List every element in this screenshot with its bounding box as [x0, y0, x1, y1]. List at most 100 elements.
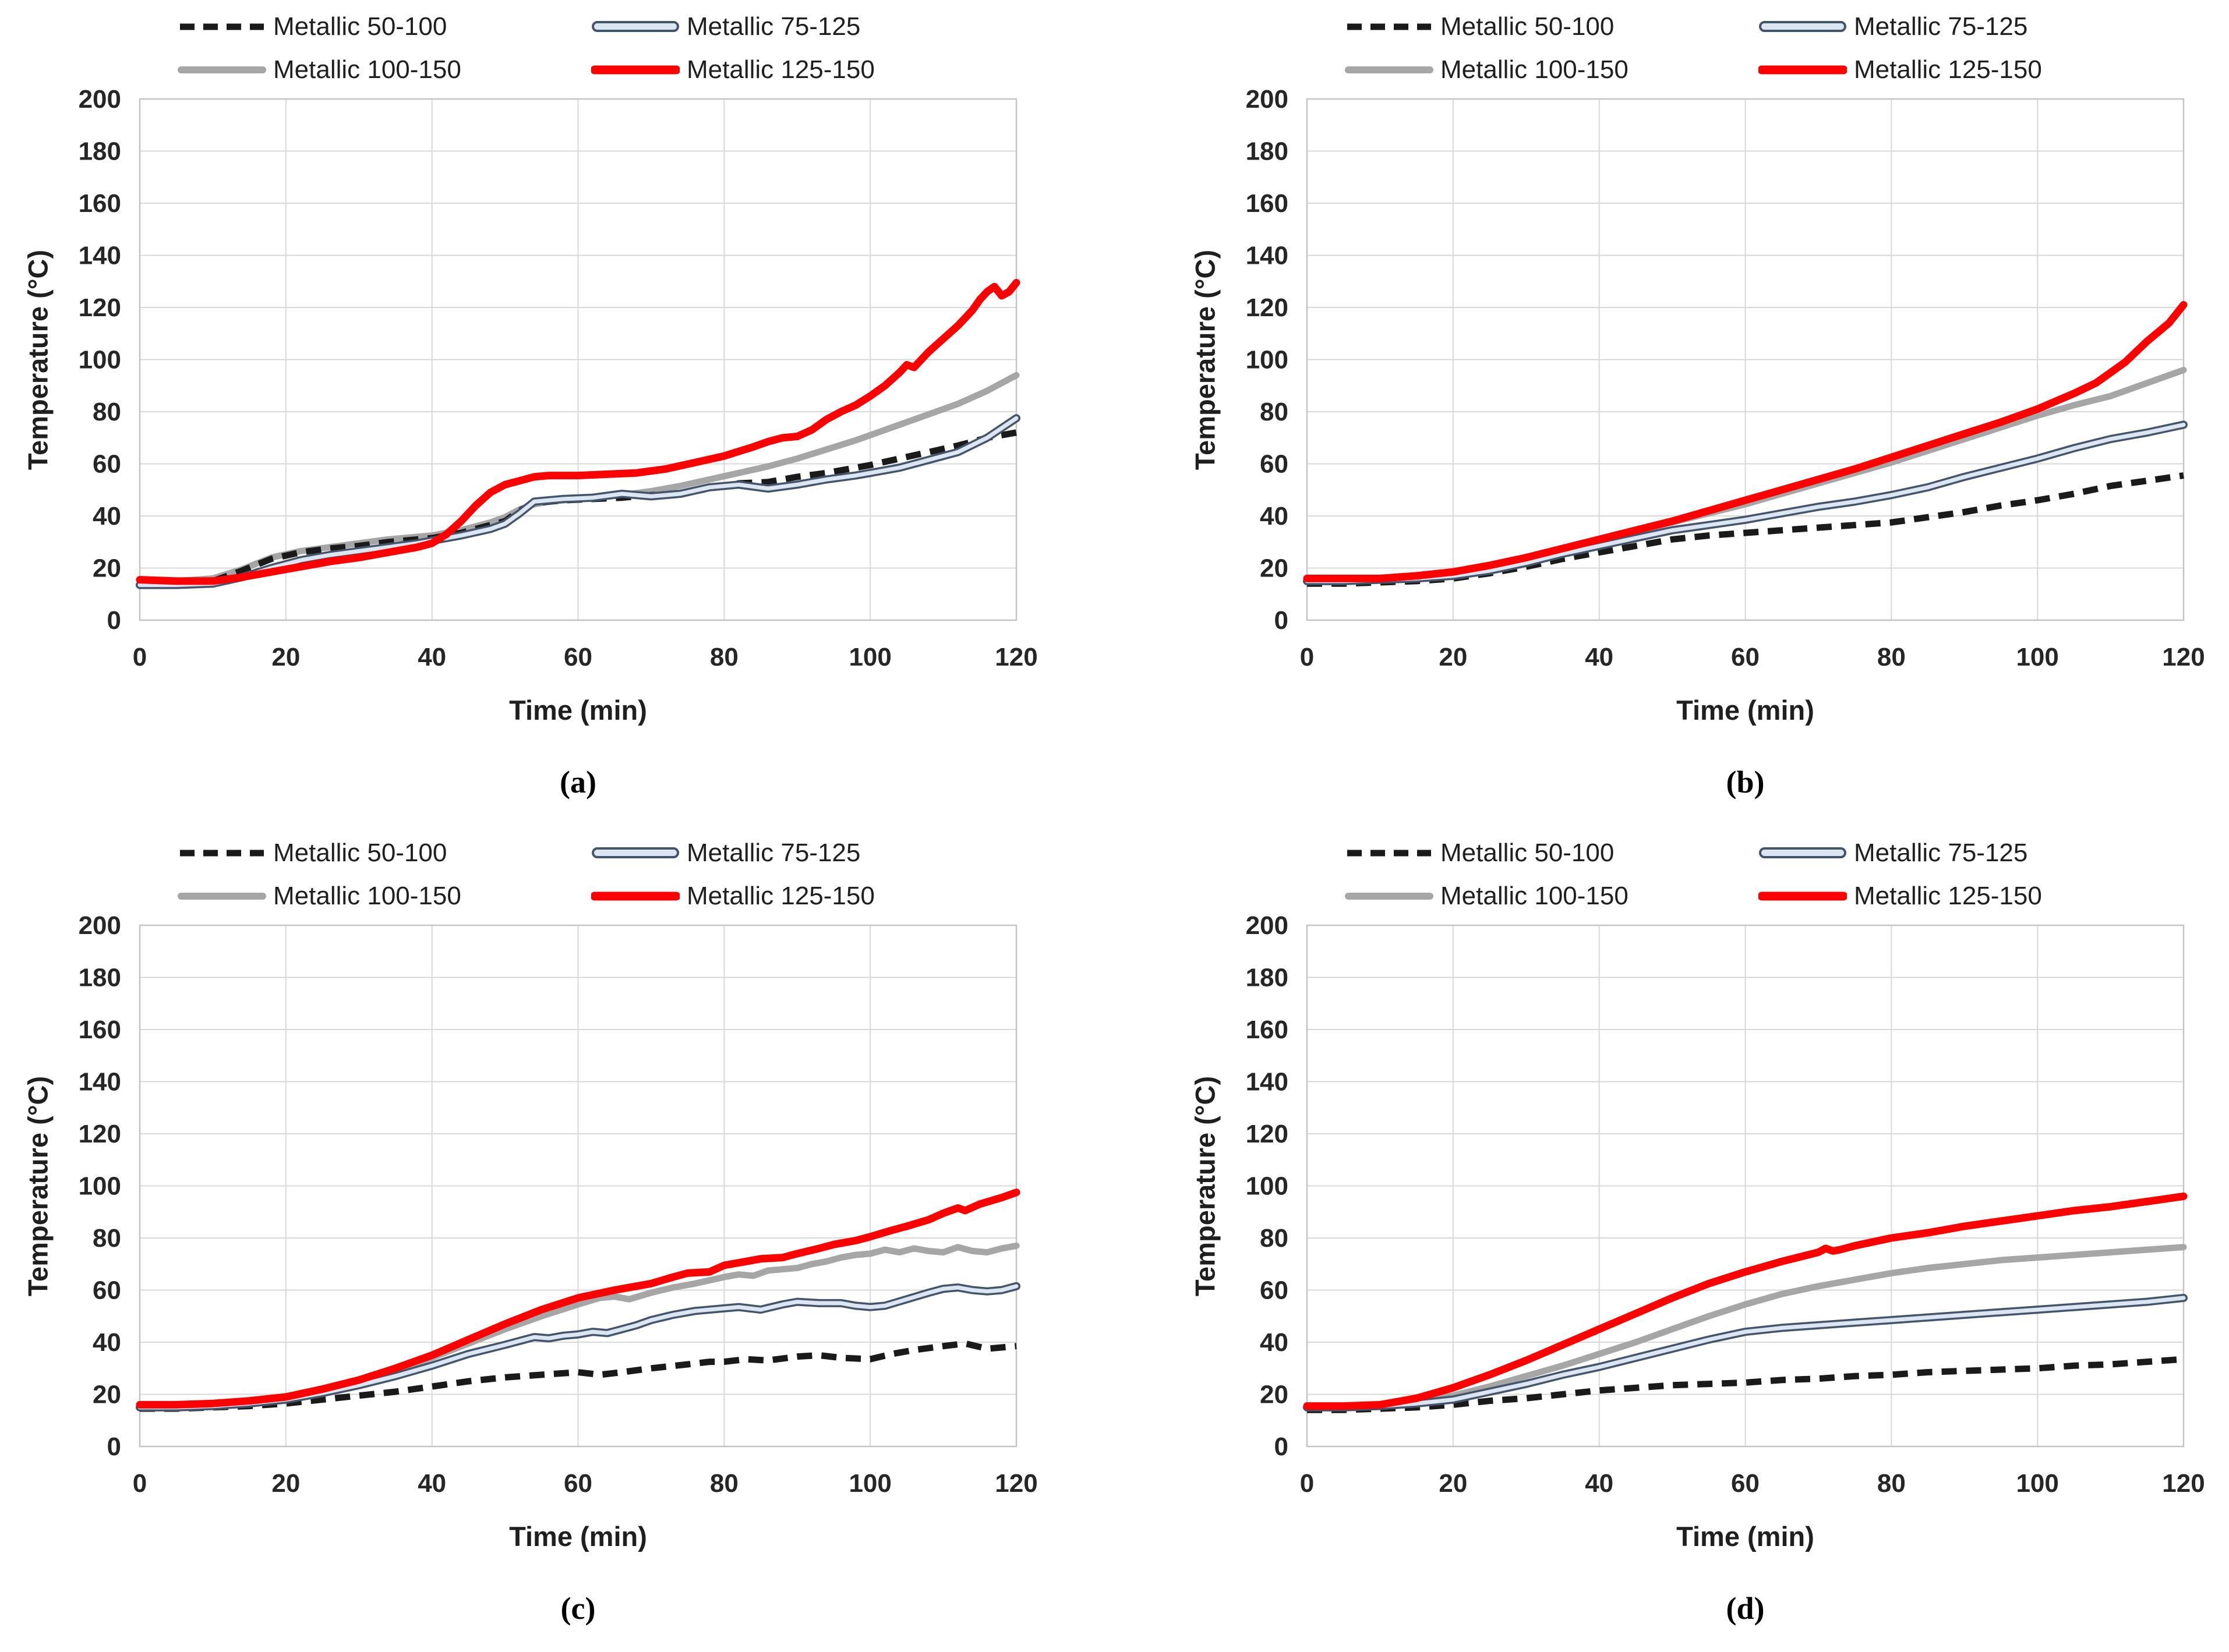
- x-tick-label: 20: [1439, 643, 1467, 671]
- chart-canvas-a: 0 20 40 60 80 100 120 140 160 180 200 0 20 40 60 80 100 1…: [79, 85, 1038, 671]
- y-tick-label: 200: [1246, 85, 1288, 114]
- y-tick-label: 140: [79, 1068, 121, 1096]
- y-tick-label: 140: [1246, 1068, 1288, 1096]
- legend-swatch-solid: [1758, 65, 1847, 75]
- legend-line: [1759, 21, 1846, 32]
- plot-border: [1306, 924, 2185, 1448]
- x-tick-label: 60: [1731, 1469, 1760, 1498]
- y-tick-label: 20: [1260, 554, 1288, 583]
- y-tick-label: 80: [1260, 398, 1288, 426]
- y-tick-label: 40: [1260, 1328, 1288, 1357]
- y-tick-label: 80: [93, 1224, 121, 1253]
- legend-item-metallic-125-150: Metallic 125-150: [591, 880, 1005, 912]
- y-axis-title: Temperature (°C): [1189, 249, 1221, 470]
- y-tick-label: 180: [1246, 137, 1288, 166]
- legend-swatch-tube: [592, 21, 679, 32]
- y-tick-label: 80: [93, 398, 121, 426]
- y-tick-label: 160: [1246, 189, 1288, 218]
- legend-item-metallic-100-150: Metallic 100-150: [1345, 880, 1758, 912]
- series-line-inner: [137, 416, 1019, 588]
- legend-b: Metallic 50-100 Metallic 75-125 Metallic 1…: [1345, 10, 2172, 86]
- y-tick-label: 80: [1260, 1224, 1288, 1253]
- legend-line: [1759, 847, 1846, 858]
- x-tick-label: 40: [1585, 643, 1613, 671]
- legend-swatch-solid: [1345, 66, 1433, 73]
- legend-label: Metallic 125-150: [687, 55, 875, 84]
- legend-swatch-dashed: [180, 850, 264, 857]
- y-tick-label: 180: [79, 964, 121, 992]
- x-tick-label: 100: [849, 643, 891, 671]
- x-tick-label: 40: [418, 1469, 446, 1498]
- series-line-metallic-125-150: [1303, 1192, 2188, 1410]
- legend-label: Metallic 75-125: [687, 839, 861, 867]
- legend-item-metallic-50-100: Metallic 50-100: [178, 837, 591, 869]
- legend-item-metallic-75-125: Metallic 75-125: [1758, 837, 2172, 869]
- legend-label: Metallic 75-125: [1854, 839, 2028, 867]
- x-tick-label: 120: [2162, 1469, 2205, 1498]
- y-axis-title: Temperature (°C): [22, 1076, 54, 1296]
- caption-a: (a): [560, 765, 596, 800]
- chart-canvas-b: 0 20 40 60 80 100 120 140 160 180 200 0 20 40 60 80 100 1…: [1246, 85, 2205, 671]
- y-tick-label: 120: [79, 1120, 121, 1148]
- y-tick-label: 200: [79, 911, 121, 940]
- x-tick-label: 60: [564, 643, 592, 671]
- y-tick-label: 140: [79, 242, 121, 270]
- legend-item-metallic-125-150: Metallic 125-150: [1758, 880, 2172, 912]
- x-tick-label: 120: [2162, 643, 2205, 671]
- legend-swatch-solid: [1758, 892, 1847, 901]
- legend-item-metallic-75-125: Metallic 75-125: [591, 837, 1005, 869]
- series-line-inner: [1305, 422, 2186, 583]
- legend-label: Metallic 75-125: [1854, 12, 2028, 41]
- legend-swatch-tube: [1759, 847, 1846, 858]
- legend-swatch-dashed: [180, 23, 264, 30]
- chart-canvas-d: 0 20 40 60 80 100 120 140 160 180 200 0 20 40 60 80 100 1…: [1246, 911, 2205, 1498]
- y-tick-label: 160: [79, 1016, 121, 1044]
- caption-c: (c): [560, 1591, 596, 1626]
- plot-border: [139, 98, 1018, 621]
- legend-swatch-solid: [1345, 893, 1433, 900]
- y-tick-label: 60: [93, 1276, 121, 1305]
- y-tick-label: 100: [79, 1172, 121, 1201]
- legend-item-metallic-100-150: Metallic 100-150: [1345, 54, 1758, 86]
- legend-label: Metallic 75-125: [687, 12, 861, 41]
- chart-panel-a: 0 20 40 60 80 100 120 140 160 180 200 0 20 40 60 80 100 1…: [0, 0, 1114, 826]
- y-tick-label: 0: [1274, 1432, 1288, 1461]
- legend-item-metallic-50-100: Metallic 50-100: [1345, 10, 1758, 43]
- x-tick-label: 120: [995, 1469, 1037, 1498]
- legend-label: Metallic 50-100: [273, 12, 447, 41]
- legend-item-metallic-75-125: Metallic 75-125: [1758, 10, 2172, 43]
- x-tick-label: 100: [2016, 1469, 2058, 1498]
- x-tick-label: 0: [1300, 1469, 1314, 1498]
- y-tick-label: 200: [1246, 911, 1288, 940]
- legend-label: Metallic 125-150: [687, 882, 875, 910]
- legend-line: [592, 21, 679, 32]
- x-tick-label: 100: [849, 1469, 891, 1498]
- y-tick-label: 40: [93, 1328, 121, 1357]
- plot-border: [1306, 98, 2185, 621]
- x-axis-title: Time (min): [509, 1521, 647, 1552]
- y-tick-label: 160: [79, 189, 121, 218]
- legend-item-metallic-125-150: Metallic 125-150: [1758, 54, 2172, 86]
- x-tick-label: 80: [710, 1469, 739, 1498]
- legend-a: Metallic 50-100 Metallic 75-125 Metallic 1…: [178, 10, 1005, 86]
- legend-swatch-solid: [178, 893, 266, 900]
- legend-line: [592, 847, 679, 858]
- x-tick-label: 60: [1731, 643, 1760, 671]
- y-tick-label: 120: [1246, 1120, 1288, 1148]
- legend-label: Metallic 50-100: [1440, 12, 1615, 41]
- y-tick-label: 100: [1246, 1172, 1288, 1201]
- legend-swatch-solid: [178, 66, 266, 73]
- y-tick-label: 200: [79, 85, 121, 114]
- y-tick-label: 100: [1246, 346, 1288, 374]
- x-tick-label: 60: [564, 1469, 592, 1498]
- series-line-metallic-50-100: [1307, 472, 2184, 587]
- y-tick-label: 100: [79, 346, 121, 374]
- y-axis-title: Temperature (°C): [22, 249, 54, 470]
- legend-c: Metallic 50-100 Metallic 75-125 Metallic 1…: [178, 837, 1005, 912]
- x-tick-label: 20: [271, 1469, 300, 1498]
- chart-panel-b: 0 20 40 60 80 100 120 140 160 180 200 0 20 40 60 80 100 1…: [1115, 0, 2229, 826]
- legend-swatch-tube: [592, 847, 679, 858]
- caption-d: (d): [1726, 1591, 1765, 1626]
- y-tick-label: 60: [1260, 1276, 1288, 1305]
- y-tick-label: 140: [1246, 242, 1288, 270]
